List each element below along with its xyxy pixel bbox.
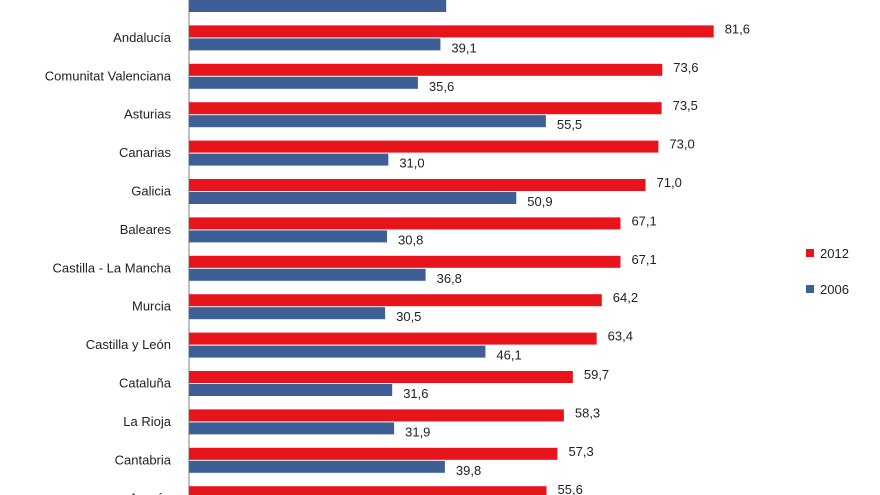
legend-label: 2006 bbox=[820, 282, 849, 297]
legend-swatch-2012 bbox=[806, 249, 814, 257]
category-label: Asturias bbox=[124, 107, 171, 122]
bar-2012 bbox=[189, 371, 573, 383]
bar-2012 bbox=[189, 102, 662, 115]
bar-2012 bbox=[189, 409, 564, 422]
bar-2006 bbox=[189, 0, 447, 12]
bar-2006 bbox=[189, 153, 389, 166]
value-label: 57,3 bbox=[568, 444, 593, 459]
value-label: 67,1 bbox=[631, 252, 656, 267]
category-label: La Rioja bbox=[123, 414, 171, 429]
bar-2012 bbox=[189, 217, 621, 230]
value-label: 31,0 bbox=[399, 156, 424, 171]
value-label: 36,8 bbox=[437, 271, 462, 286]
value-label: 81,6 bbox=[725, 21, 750, 36]
bar-2012 bbox=[189, 255, 621, 268]
value-label: 73,0 bbox=[669, 137, 694, 152]
bar-2006 bbox=[189, 38, 441, 51]
bar-2006 bbox=[189, 268, 426, 281]
bar-2012 bbox=[189, 332, 597, 345]
bar-2006 bbox=[189, 384, 393, 396]
value-label: 30,5 bbox=[396, 309, 421, 324]
category-label: Canarias bbox=[119, 145, 172, 160]
value-label: 73,5 bbox=[673, 98, 698, 113]
value-label: 31,6 bbox=[403, 386, 428, 401]
bar-2006 bbox=[189, 307, 386, 320]
bar-2012 bbox=[189, 140, 659, 153]
value-label: 55,5 bbox=[557, 117, 582, 132]
bar-2012 bbox=[189, 486, 547, 495]
value-label: 67,1 bbox=[631, 213, 656, 228]
category-label: Galicia bbox=[131, 184, 172, 199]
bar-2006 bbox=[189, 230, 388, 243]
category-label: Andalucía bbox=[113, 30, 172, 45]
bar-2012 bbox=[189, 179, 646, 191]
category-label: Baleares bbox=[120, 222, 172, 237]
category-label: Castilla - La Mancha bbox=[53, 260, 172, 275]
value-label: 39,8 bbox=[456, 463, 481, 478]
value-label: 71,0 bbox=[657, 175, 682, 190]
value-label: 46,1 bbox=[496, 348, 521, 363]
value-label: 73,6 bbox=[673, 60, 698, 75]
category-label: Cantabria bbox=[115, 452, 172, 467]
bar-2006 bbox=[189, 192, 517, 204]
value-label: 63,4 bbox=[608, 329, 633, 344]
value-label: 30,8 bbox=[398, 232, 423, 247]
bar-2012 bbox=[189, 63, 663, 76]
value-label: 55,6 bbox=[558, 482, 583, 495]
legend-swatch-2006 bbox=[806, 285, 814, 293]
bar-2006 bbox=[189, 460, 445, 473]
category-label: Comunitat Valenciana bbox=[45, 68, 172, 83]
value-label: 31,9 bbox=[405, 424, 430, 439]
category-label: Aragón bbox=[129, 491, 171, 495]
category-label: Castilla y León bbox=[86, 337, 171, 352]
value-label: 58,3 bbox=[575, 405, 600, 420]
category-label: Murcia bbox=[132, 299, 172, 314]
bar-2006 bbox=[189, 115, 546, 128]
bar-2012 bbox=[189, 25, 714, 38]
value-label: 64,2 bbox=[613, 290, 638, 305]
bar-2006 bbox=[189, 422, 395, 435]
category-label: Cataluña bbox=[119, 376, 172, 391]
value-label: 50,9 bbox=[527, 194, 552, 209]
bar-2006 bbox=[189, 345, 486, 358]
bar-2012 bbox=[189, 447, 558, 460]
value-label: 39,1 bbox=[451, 40, 476, 55]
value-label: 35,6 bbox=[429, 79, 454, 94]
bar-2006 bbox=[189, 76, 418, 89]
legend-label: 2012 bbox=[820, 246, 849, 261]
bar-2012 bbox=[189, 294, 602, 307]
value-label: 59,7 bbox=[584, 367, 609, 382]
